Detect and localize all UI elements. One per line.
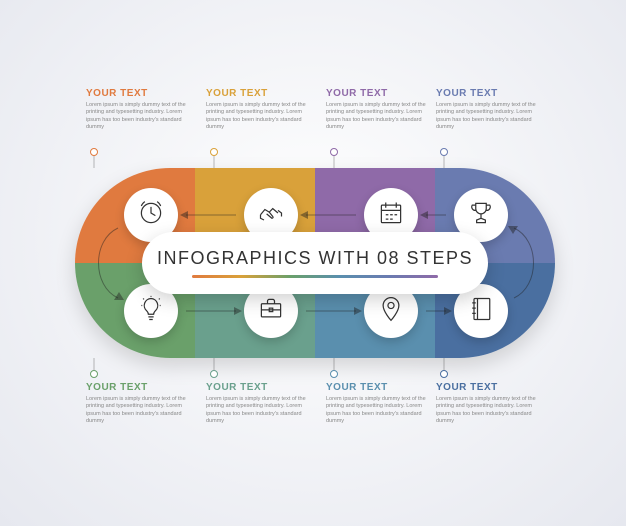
step-label-2: YOUR TEXT Lorem ipsum is simply dummy tex… — [206, 88, 314, 132]
handshake-icon — [257, 199, 285, 232]
connector-dot-8 — [440, 370, 448, 378]
step-label-4: YOUR TEXT Lorem ipsum is simply dummy tex… — [436, 88, 544, 132]
arrowhead-5-6 — [234, 307, 242, 315]
connector-dot-7 — [330, 370, 338, 378]
step-heading: YOUR TEXT — [436, 88, 544, 99]
connector-dot-2 — [210, 148, 218, 156]
step-heading: YOUR TEXT — [86, 88, 194, 99]
step-heading: YOUR TEXT — [86, 382, 194, 393]
arrowhead-7-8 — [444, 307, 452, 315]
connector-dot-4 — [440, 148, 448, 156]
step-body: Lorem ipsum is simply dummy text of the … — [326, 396, 434, 426]
trophy-icon — [467, 199, 495, 232]
step-body: Lorem ipsum is simply dummy text of the … — [206, 102, 314, 132]
arrowhead-4-3 — [420, 211, 428, 219]
step-label-3: YOUR TEXT Lorem ipsum is simply dummy tex… — [326, 88, 434, 132]
arrowhead-1-5 — [114, 292, 124, 300]
arrowhead-2-1 — [180, 211, 188, 219]
step-body: Lorem ipsum is simply dummy text of the … — [436, 396, 544, 426]
arrowhead-8-4 — [508, 226, 518, 234]
step-heading: YOUR TEXT — [326, 88, 434, 99]
step-body: Lorem ipsum is simply dummy text of the … — [326, 102, 434, 132]
clock-icon — [137, 199, 165, 232]
step-heading: YOUR TEXT — [206, 88, 314, 99]
arrow-8-4 — [514, 228, 534, 298]
pin-icon — [377, 295, 405, 328]
step-label-8: YOUR TEXT Lorem ipsum is simply dummy tex… — [436, 382, 544, 426]
title-underline — [192, 275, 439, 278]
center-title-text: INFOGRAPHICS WITH 08 STEPS — [157, 248, 473, 269]
step-label-1: YOUR TEXT Lorem ipsum is simply dummy tex… — [86, 88, 194, 132]
step-label-7: YOUR TEXT Lorem ipsum is simply dummy tex… — [326, 382, 434, 426]
bulb-icon — [137, 295, 165, 328]
arrowhead-6-7 — [354, 307, 362, 315]
step-heading: YOUR TEXT — [436, 382, 544, 393]
step-heading: YOUR TEXT — [326, 382, 434, 393]
step-label-5: YOUR TEXT Lorem ipsum is simply dummy tex… — [86, 382, 194, 426]
step-body: Lorem ipsum is simply dummy text of the … — [436, 102, 544, 132]
notebook-icon — [467, 295, 495, 328]
connector-dot-5 — [90, 370, 98, 378]
arrowhead-3-2 — [300, 211, 308, 219]
step-body: Lorem ipsum is simply dummy text of the … — [206, 396, 314, 426]
step-body: Lorem ipsum is simply dummy text of the … — [86, 102, 194, 132]
step-heading: YOUR TEXT — [206, 382, 314, 393]
connector-dot-3 — [330, 148, 338, 156]
step-label-6: YOUR TEXT Lorem ipsum is simply dummy tex… — [206, 382, 314, 426]
briefcase-icon — [257, 295, 285, 328]
connector-dot-1 — [90, 148, 98, 156]
center-title-pill: INFOGRAPHICS WITH 08 STEPS — [142, 232, 488, 294]
arrow-1-5 — [99, 228, 119, 298]
calendar-icon — [377, 199, 405, 232]
connector-dot-6 — [210, 370, 218, 378]
step-body: Lorem ipsum is simply dummy text of the … — [86, 396, 194, 426]
infographic-stage: INFOGRAPHICS WITH 08 STEPS YOUR TEXTLore… — [0, 0, 626, 526]
